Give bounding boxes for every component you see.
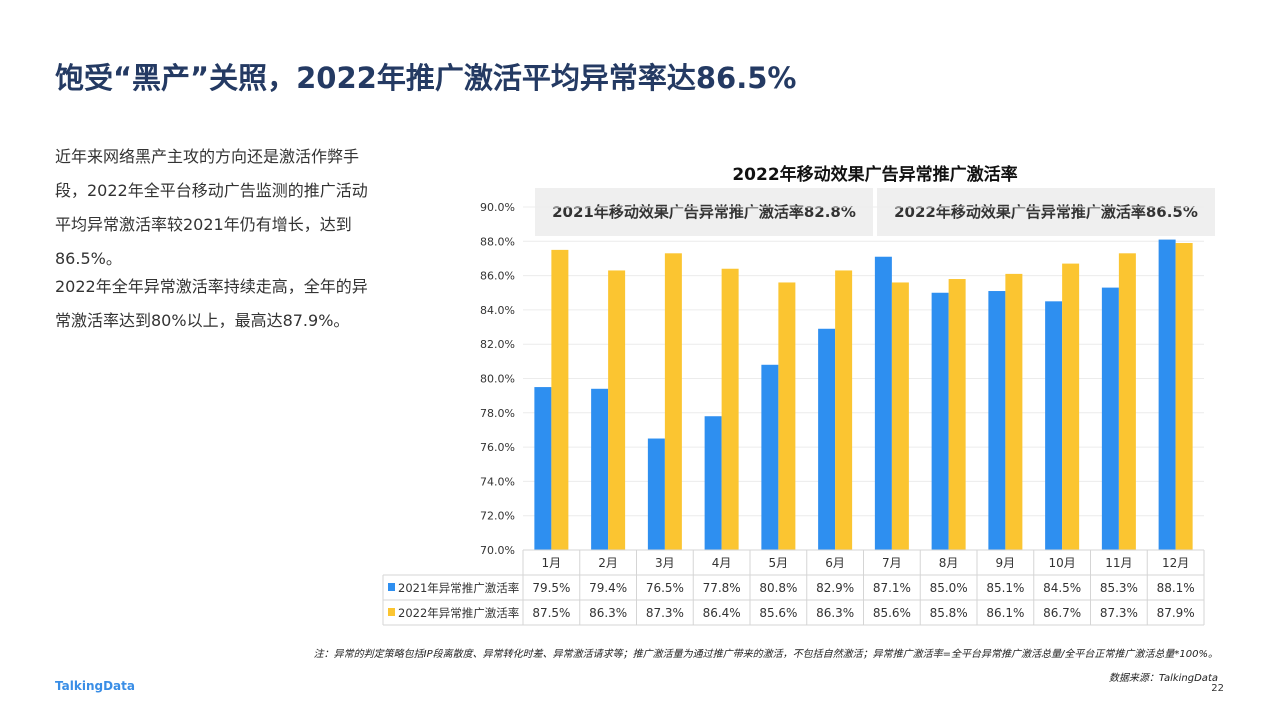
x-tick-label: 6月 (825, 556, 845, 570)
bar-2021 (988, 291, 1006, 550)
footnote: 注：异常的判定策略包括IP段离散度、异常转化时差、异常激活请求等；推广激活量为通… (313, 649, 1218, 660)
bar-2021 (818, 328, 836, 550)
chart-title: 2022年移动效果广告异常推广激活率 (732, 165, 1018, 185)
bar-2021 (761, 364, 779, 550)
x-tick-label: 10月 (1048, 556, 1075, 570)
x-tick-label: 7月 (882, 556, 902, 570)
x-tick-label: 8月 (939, 556, 959, 570)
bar-2021 (591, 388, 609, 550)
x-tick-label: 9月 (996, 556, 1016, 570)
bar-2022 (1118, 253, 1136, 550)
bar-2021 (931, 292, 949, 550)
y-tick-label: 82.0% (480, 338, 515, 351)
y-tick-label: 80.0% (480, 373, 515, 386)
data-label: 79.4% (589, 581, 627, 595)
x-tick-label: 1月 (542, 556, 562, 570)
data-label: 88.1% (1157, 581, 1195, 595)
x-tick-label: 11月 (1105, 556, 1132, 570)
data-label: 85.6% (759, 606, 797, 620)
talkingdata-logo: TalkingData (55, 679, 135, 693)
bar-2022 (948, 279, 966, 550)
bar-2022 (551, 249, 569, 550)
paragraph-1: 近年来网络黑产主攻的方向还是激活作弊手段，2022年全平台移动广告监测的推广活动… (55, 147, 368, 268)
bar-2021 (1158, 239, 1176, 550)
data-source: 数据来源：TalkingData (1108, 673, 1218, 684)
data-label: 87.3% (1100, 606, 1138, 620)
y-tick-label: 86.0% (480, 270, 515, 283)
bar-2021 (704, 416, 722, 550)
bar-2022 (1175, 243, 1193, 550)
x-tick-label: 2月 (598, 556, 618, 570)
y-tick-label: 88.0% (480, 235, 515, 248)
data-label: 85.8% (930, 606, 968, 620)
data-label: 85.3% (1100, 581, 1138, 595)
data-label: 85.1% (986, 581, 1024, 595)
x-tick-label: 5月 (769, 556, 789, 570)
data-label: 77.8% (703, 581, 741, 595)
data-label: 86.4% (703, 606, 741, 620)
data-label: 87.1% (873, 581, 911, 595)
bar-2022 (721, 268, 739, 550)
page-title: 饱受“黑产”关照，2022年推广激活平均异常率达86.5% (55, 61, 797, 95)
x-tick-label: 12月 (1162, 556, 1189, 570)
data-label: 86.3% (589, 606, 627, 620)
data-label: 80.8% (759, 581, 797, 595)
bar-2021 (1101, 287, 1119, 550)
paragraph-2: 2022年全年异常激活率持续走高，全年的异常激活率达到80%以上，最高达87.9… (55, 277, 368, 330)
bar-2022 (608, 270, 626, 550)
data-label: 87.3% (646, 606, 684, 620)
data-label: 76.5% (646, 581, 684, 595)
data-label: 86.1% (986, 606, 1024, 620)
bar-2022 (664, 253, 682, 550)
legend-swatch (388, 583, 395, 591)
bar-2021 (534, 387, 552, 550)
bar-2022 (1062, 263, 1080, 550)
legend-swatch (388, 608, 395, 616)
data-label: 79.5% (532, 581, 570, 595)
y-tick-label: 74.0% (480, 475, 515, 488)
y-tick-label: 70.0% (480, 544, 515, 557)
bar-2022 (835, 270, 853, 550)
y-tick-label: 78.0% (480, 407, 515, 420)
data-label: 82.9% (816, 581, 854, 595)
data-label: 87.5% (532, 606, 570, 620)
x-tick-label: 4月 (712, 556, 732, 570)
y-tick-label: 90.0% (480, 201, 515, 214)
data-label: 84.5% (1043, 581, 1081, 595)
y-tick-label: 84.0% (480, 304, 515, 317)
y-tick-label: 76.0% (480, 441, 515, 454)
x-tick-label: 3月 (655, 556, 675, 570)
legend-label: 2022年异常推广激活率 (398, 606, 519, 620)
data-label: 85.6% (873, 606, 911, 620)
data-label: 86.3% (816, 606, 854, 620)
bar-2021 (874, 256, 892, 550)
page-number: 22 (1211, 683, 1224, 694)
y-tick-label: 72.0% (480, 510, 515, 523)
bar-2022 (1005, 273, 1023, 550)
legend-label: 2021年异常推广激活率 (398, 581, 519, 595)
data-label: 85.0% (930, 581, 968, 595)
data-label: 87.9% (1157, 606, 1195, 620)
data-label: 86.7% (1043, 606, 1081, 620)
bar-2022 (891, 282, 909, 550)
bar-2021 (647, 438, 665, 550)
bar-2022 (778, 282, 796, 550)
bar-2021 (1045, 301, 1063, 550)
